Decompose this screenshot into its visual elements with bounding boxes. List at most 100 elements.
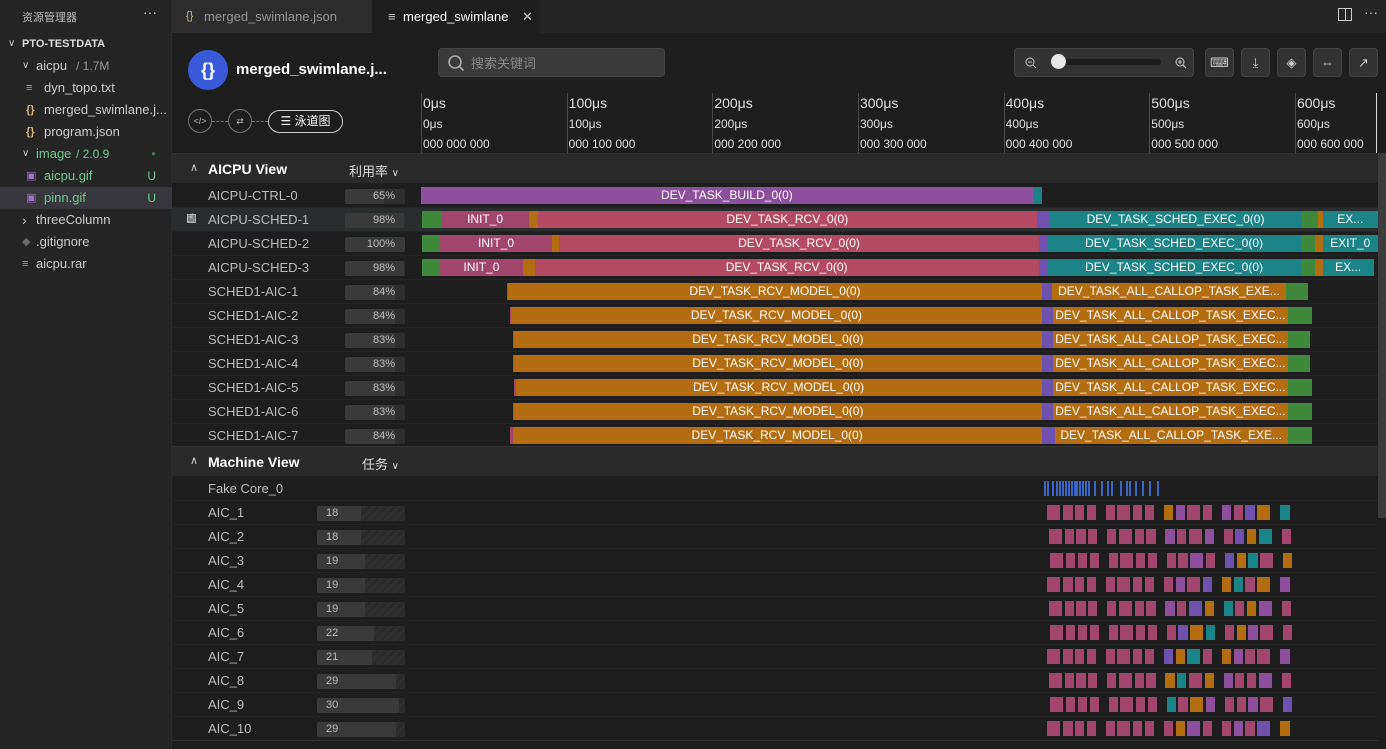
task-mark[interactable]: [1048, 601, 1062, 616]
lane-aic-9[interactable]: AIC_9 30: [172, 693, 1378, 717]
task-mark[interactable]: [1089, 553, 1099, 568]
task-bar[interactable]: DEV_TASK_RCV_MODEL_0(0): [514, 355, 1042, 372]
task-mark[interactable]: [1079, 481, 1082, 496]
sidebar-item-dyn-topo-txt[interactable]: ≡ dyn_topo.txt: [0, 77, 172, 99]
task-mark[interactable]: [1117, 721, 1131, 736]
task-mark[interactable]: [1108, 697, 1118, 712]
task-mark[interactable]: [1235, 601, 1245, 616]
download-icon[interactable]: ⤓: [1241, 48, 1270, 77]
task-mark[interactable]: [1190, 625, 1204, 640]
task-mark[interactable]: [1204, 673, 1214, 688]
task-bar[interactable]: DEV_TASK_ALL_CALLOP_TASK_EXEC...: [1053, 379, 1288, 396]
task-mark[interactable]: [1088, 601, 1098, 616]
task-mark[interactable]: [1260, 553, 1274, 568]
task-bar[interactable]: [1041, 331, 1054, 348]
lane-sched1-aic-7[interactable]: SCHED1-AIC-7 84% DEV_TASK_RCV_MODEL_0(0) DE…: [172, 424, 1378, 448]
lane-aic-3[interactable]: AIC_3 19: [172, 549, 1378, 573]
task-bar[interactable]: DEV_TASK_RCV_0(0): [559, 235, 1039, 252]
task-mark[interactable]: [1088, 673, 1098, 688]
split-editor-icon[interactable]: [1338, 8, 1352, 21]
task-mark[interactable]: [1236, 697, 1246, 712]
task-mark[interactable]: [1235, 529, 1245, 544]
task-mark[interactable]: [1178, 553, 1188, 568]
task-mark[interactable]: [1105, 505, 1115, 520]
task-mark[interactable]: [1235, 673, 1245, 688]
lane-aic-8[interactable]: AIC_8 29: [172, 669, 1378, 693]
task-mark[interactable]: [1281, 601, 1292, 616]
task-mark[interactable]: [1223, 529, 1233, 544]
task-mark[interactable]: [1146, 601, 1156, 616]
layers-icon[interactable]: ◈: [1277, 48, 1306, 77]
task-mark[interactable]: [1107, 529, 1117, 544]
task-mark[interactable]: [1283, 697, 1293, 712]
task-bar[interactable]: INIT_0: [441, 211, 529, 228]
task-bar[interactable]: DEV_TASK_RCV_0(0): [537, 211, 1038, 228]
task-mark[interactable]: [1101, 481, 1104, 496]
sidebar-item-threecolumn[interactable]: › threeColumn: [0, 209, 172, 231]
task-mark[interactable]: [1175, 721, 1185, 736]
task-mark[interactable]: [1048, 529, 1062, 544]
task-mark[interactable]: [1047, 481, 1050, 496]
task-mark[interactable]: [1166, 553, 1176, 568]
task-mark[interactable]: [1280, 505, 1290, 520]
task-mark[interactable]: [1257, 505, 1271, 520]
more-actions-icon[interactable]: ···: [143, 4, 157, 20]
task-bar[interactable]: [509, 427, 513, 444]
sidebar-item--gitignore[interactable]: ◆ .gitignore: [0, 231, 172, 253]
task-mark[interactable]: [1236, 553, 1246, 568]
task-mark[interactable]: [1283, 625, 1293, 640]
task-mark[interactable]: [1136, 625, 1146, 640]
task-mark[interactable]: [1059, 481, 1061, 496]
task-mark[interactable]: [1225, 697, 1235, 712]
task-mark[interactable]: [1166, 697, 1176, 712]
task-mark[interactable]: [1260, 625, 1274, 640]
sidebar-item-aicpu-rar[interactable]: ≡ aicpu.rar: [0, 253, 172, 275]
checkbox[interactable]: [187, 214, 196, 223]
search-input[interactable]: [471, 54, 656, 72]
task-mark[interactable]: [1048, 673, 1062, 688]
task-mark[interactable]: [1117, 505, 1131, 520]
task-mark[interactable]: [1258, 529, 1272, 544]
task-mark[interactable]: [1188, 601, 1202, 616]
task-mark[interactable]: [1136, 553, 1146, 568]
zoom-out-icon[interactable]: [1025, 57, 1037, 69]
keyboard-icon[interactable]: ⌨: [1205, 48, 1234, 77]
chevron-up-icon[interactable]: ∧: [190, 162, 199, 174]
task-mark[interactable]: [1149, 481, 1152, 496]
task-bar[interactable]: [1287, 403, 1313, 420]
task-mark[interactable]: [1047, 721, 1061, 736]
task-bar[interactable]: [1041, 283, 1052, 300]
task-mark[interactable]: [1086, 721, 1096, 736]
task-mark[interactable]: [1051, 481, 1054, 496]
task-bar[interactable]: DEV_TASK_ALL_CALLOP_TASK_EXE...: [1054, 427, 1288, 444]
lane-aicpu-sched-2[interactable]: AICPU-SCHED-2 100% INIT_0 DEV_TASK_RCV_0(0)…: [172, 232, 1378, 256]
more-actions-icon[interactable]: ···: [1364, 4, 1378, 20]
task-bar[interactable]: [506, 283, 509, 300]
machine-view-header[interactable]: ∧ Machine View 任务 ∨: [172, 446, 1378, 476]
task-mark[interactable]: [1077, 697, 1088, 712]
task-mark[interactable]: [1245, 649, 1255, 664]
task-bar[interactable]: INIT_0: [439, 259, 523, 276]
task-bar[interactable]: [1300, 259, 1316, 276]
task-bar[interactable]: [1037, 211, 1049, 228]
task-bar[interactable]: [522, 259, 535, 276]
task-mark[interactable]: [1188, 529, 1202, 544]
task-mark[interactable]: [1066, 625, 1076, 640]
task-bar[interactable]: DEV_TASK_ALL_CALLOP_TASK_EXE...: [1051, 283, 1287, 300]
task-mark[interactable]: [1257, 649, 1271, 664]
task-mark[interactable]: [1063, 721, 1073, 736]
task-mark[interactable]: [1222, 577, 1232, 592]
task-mark[interactable]: [1050, 553, 1064, 568]
task-mark[interactable]: [1144, 721, 1155, 736]
task-mark[interactable]: [1075, 721, 1085, 736]
task-mark[interactable]: [1105, 721, 1115, 736]
task-mark[interactable]: [1257, 577, 1271, 592]
task-mark[interactable]: [1163, 505, 1174, 520]
task-bar[interactable]: [1287, 331, 1310, 348]
task-bar[interactable]: [1041, 355, 1054, 372]
chart-icon[interactable]: ↗: [1349, 48, 1378, 77]
task-bar[interactable]: [1287, 427, 1313, 444]
task-mark[interactable]: [1066, 553, 1076, 568]
task-mark[interactable]: [1257, 721, 1271, 736]
task-mark[interactable]: [1120, 625, 1134, 640]
